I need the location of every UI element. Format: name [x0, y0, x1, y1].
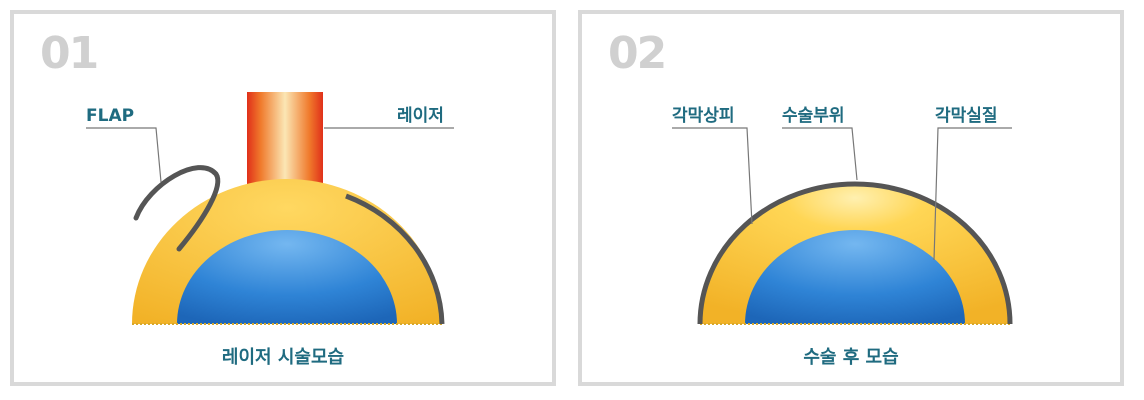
label-surgical-site: 수술부위	[782, 106, 845, 126]
label-flap: FLAP	[86, 106, 135, 126]
panel-caption: 레이저 시술모습	[221, 347, 345, 368]
label-stroma: 각막실질	[935, 106, 998, 126]
eye-interior	[177, 230, 397, 324]
label-epithelium: 각막상피	[672, 106, 735, 126]
panel-number: 01	[40, 28, 99, 79]
panel-caption: 수술 후 모습	[803, 347, 899, 368]
cornea-outline	[697, 181, 1013, 325]
panel-after-surgery: 02 각막상피 수술부위 각막실질 수술 후 모습	[578, 10, 1124, 386]
flap-curve	[133, 165, 221, 252]
label-laser: 레이저	[397, 106, 444, 126]
panel-number: 02	[608, 28, 667, 79]
cornea-outline	[345, 193, 445, 325]
panel-laser-procedure: 01 FLAP 레이저 레이저 시술모습	[10, 10, 556, 386]
eye-interior	[745, 230, 965, 324]
laser-procedure-diagram	[86, 92, 454, 325]
after-surgery-diagram	[672, 127, 1013, 325]
